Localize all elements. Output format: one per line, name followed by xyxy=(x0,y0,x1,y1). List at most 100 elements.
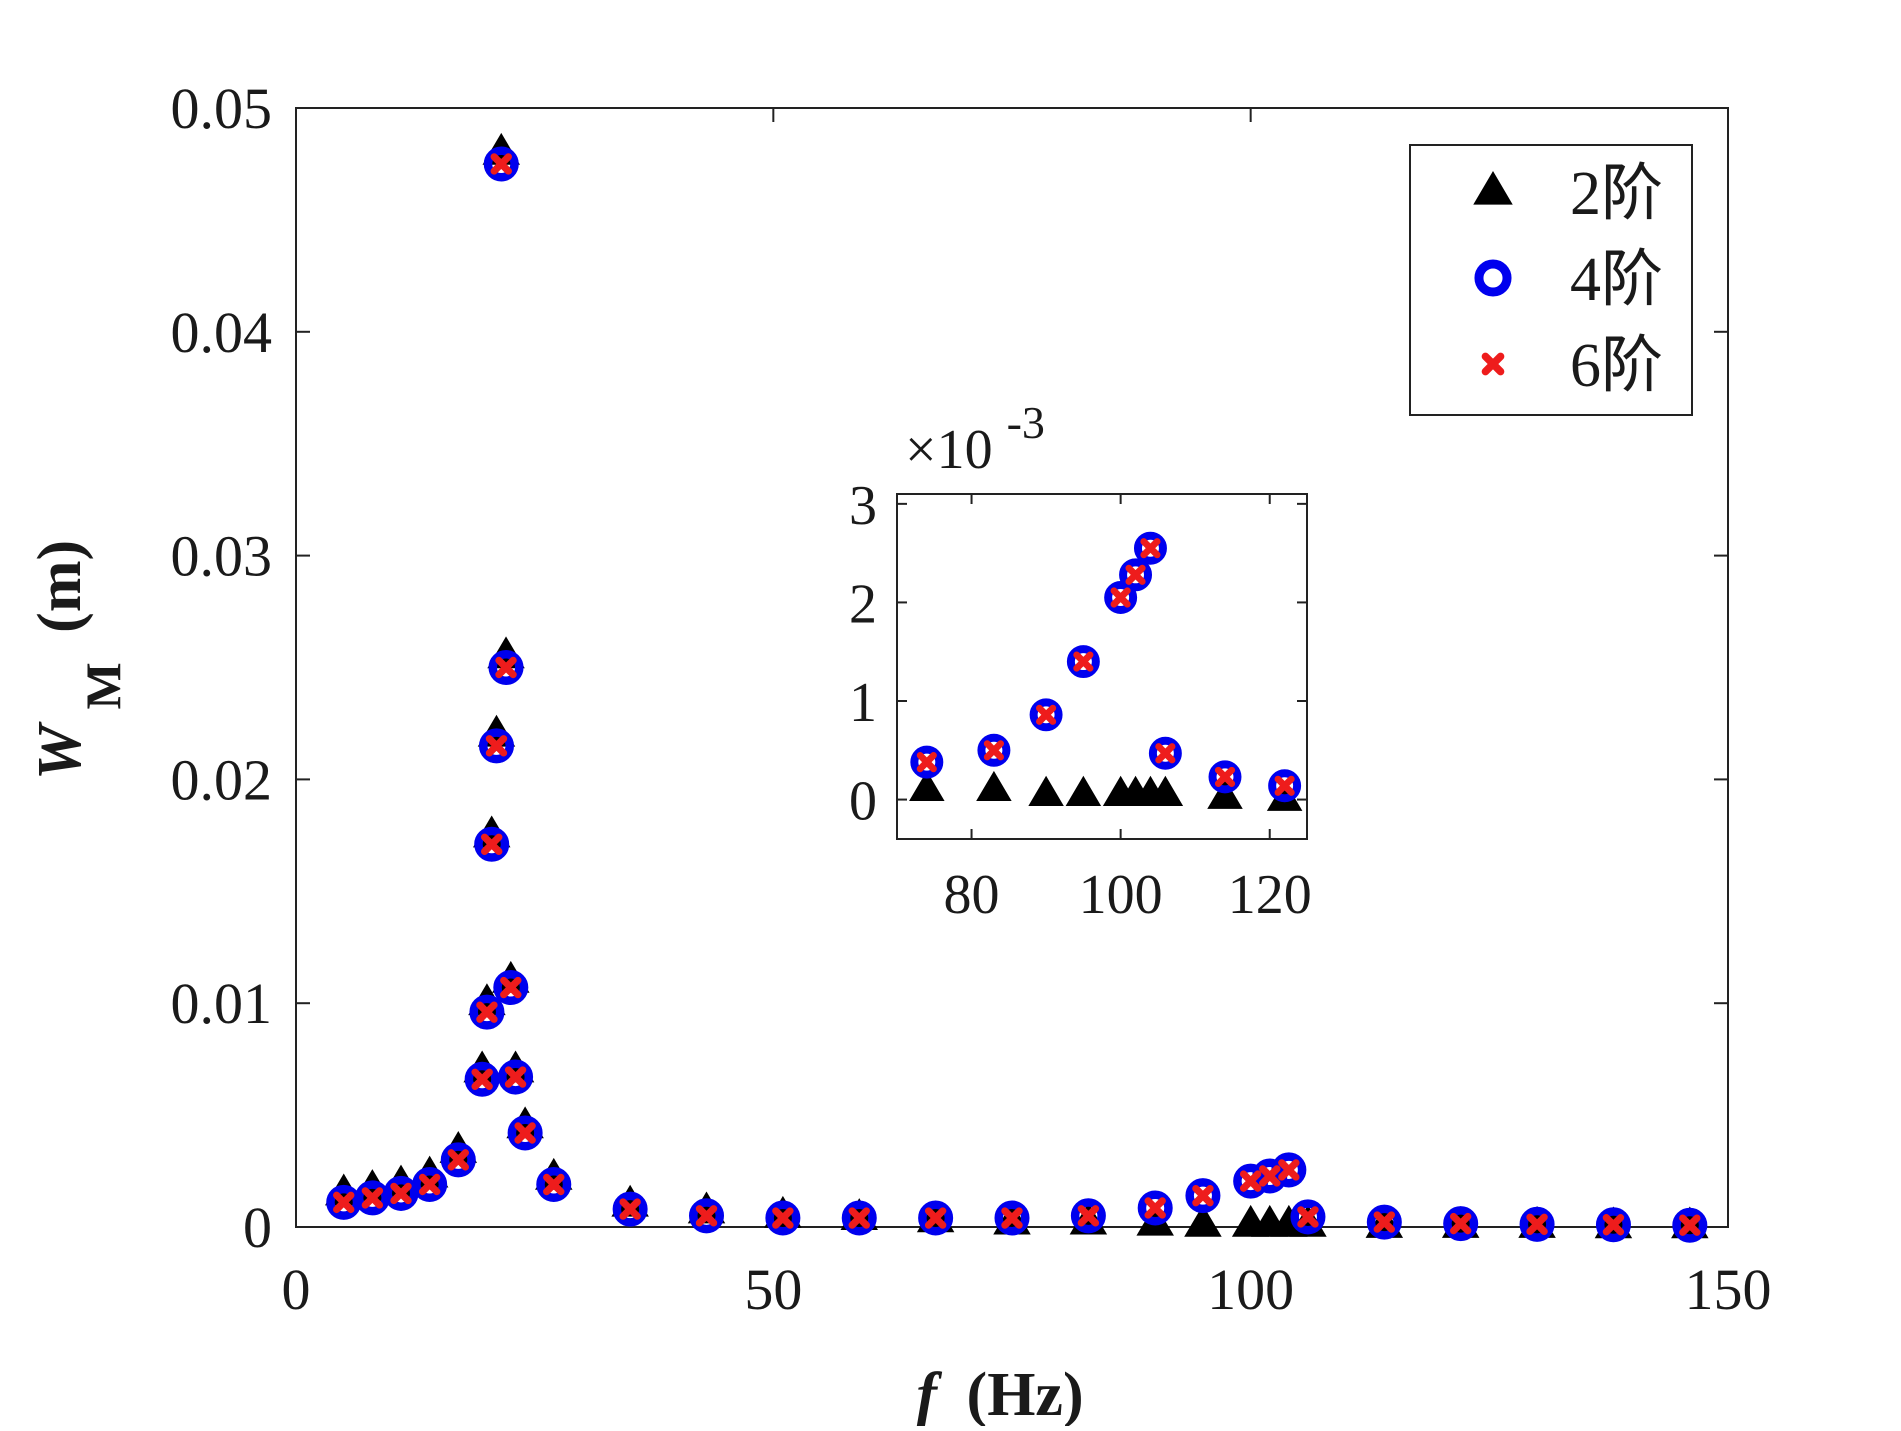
inset-series-2--point-2-shape xyxy=(1028,775,1064,806)
y-axis-title-sub: M xyxy=(75,662,131,709)
inset-series-4--point-5 xyxy=(1119,558,1153,592)
main-series-4--point-30 xyxy=(1519,1206,1555,1242)
inset-series-2--point-1-shape xyxy=(976,770,1012,802)
main-series-4--point-20 xyxy=(994,1200,1030,1236)
main-series-6--point-25-shape xyxy=(1259,1165,1281,1187)
inset-series-4--point-1 xyxy=(977,733,1011,767)
main-series-6- xyxy=(333,153,1701,1236)
main-series-6--point-9-shape xyxy=(490,153,512,175)
legend-label-2-: 2阶 xyxy=(1570,160,1663,228)
inset-series-4--point-7-shape xyxy=(1148,736,1182,770)
main-series-6--point-29 xyxy=(1449,1212,1472,1235)
main-xtick-label-0: 0 xyxy=(282,1257,311,1322)
main-series-6--point-27 xyxy=(1297,1206,1319,1228)
inset-series-4--point-0 xyxy=(910,745,944,779)
inset-series-4- xyxy=(910,531,1302,803)
main-series-4--point-7 xyxy=(474,826,510,862)
inset-series-2--point-3 xyxy=(1065,775,1102,806)
main-series-6--point-6 xyxy=(476,1001,498,1023)
main-series-4--point-31 xyxy=(1595,1207,1631,1243)
main-series-4--point-22 xyxy=(1137,1190,1173,1226)
main-series-6--point-2-shape xyxy=(390,1182,412,1205)
inset-exponent: ×10 -3 xyxy=(905,397,1045,481)
main-series-4--point-23-shape xyxy=(1185,1178,1221,1214)
main-series-6--point-14-shape xyxy=(543,1173,565,1196)
main-series-4--point-11-shape xyxy=(493,970,529,1006)
main-series-2--point-23 xyxy=(1184,1204,1222,1237)
inset-ytick-label-1: 1 xyxy=(849,672,877,734)
main-series-4--point-16-shape xyxy=(688,1198,725,1234)
inset-series-4--point-4-shape xyxy=(1104,581,1138,614)
y-axis-title: W M (m) xyxy=(26,540,134,780)
inset-series-4--point-4 xyxy=(1104,581,1138,614)
main-series-6--point-7-shape xyxy=(480,833,503,856)
main-series-6--point-10 xyxy=(495,656,517,679)
inset-series-6--point-9-shape xyxy=(1274,775,1295,796)
inset-series-4--point-5-shape xyxy=(1119,558,1153,592)
x-axis-title-var: f xyxy=(916,1361,942,1426)
main-series-4--point-18-shape xyxy=(841,1200,877,1236)
main-series-2--point-23-shape xyxy=(1184,1204,1222,1237)
main-series-6--point-8 xyxy=(485,735,508,757)
main-series-4--point-14 xyxy=(536,1166,572,1202)
main-series-4--point-15-shape xyxy=(612,1191,648,1227)
inset-ytick-label-2: 2 xyxy=(849,573,877,635)
inset-series-4--point-3-shape xyxy=(1066,645,1100,679)
main-series-6--point-15-shape xyxy=(619,1198,641,1220)
main-series-6--point-13-shape xyxy=(514,1122,536,1144)
main-series-6--point-15 xyxy=(619,1198,641,1220)
main-series-4--point-3-shape xyxy=(412,1166,448,1202)
main-series-4--point-8-shape xyxy=(478,728,514,764)
main-series-6--point-18 xyxy=(848,1207,870,1229)
main-series-6--point-7 xyxy=(480,833,503,856)
main-xtick-label-3: 150 xyxy=(1685,1257,1772,1322)
x-axis-title: f (Hz) xyxy=(916,1361,1083,1426)
main-series-4--point-27-shape xyxy=(1290,1199,1326,1235)
inset-series-6--point-9 xyxy=(1274,775,1295,796)
main-series-4--point-5 xyxy=(464,1061,500,1097)
main-series-6--point-30 xyxy=(1526,1213,1548,1236)
main-series-4--point-28-shape xyxy=(1366,1204,1402,1240)
main-series-4--point-31-shape xyxy=(1595,1207,1631,1243)
main-series-4--point-29-shape xyxy=(1443,1206,1479,1242)
inset-series-4--point-2-shape xyxy=(1029,698,1063,732)
main-series-6--point-0 xyxy=(333,1191,355,1214)
main-xtick-label-2: 100 xyxy=(1207,1257,1294,1322)
inset-series-6--point-7-shape xyxy=(1155,743,1176,764)
main-series-6--point-8-shape xyxy=(485,735,508,757)
inset-series-6--point-1 xyxy=(983,740,1004,761)
main-series-4--point-17-shape xyxy=(765,1200,801,1236)
main-series-4--point-17 xyxy=(765,1200,801,1236)
main-series-6--point-25 xyxy=(1259,1165,1281,1187)
y-axis-title-var: W xyxy=(26,721,94,780)
inset-series-6--point-5-shape xyxy=(1125,564,1146,585)
inset-series-6--point-5 xyxy=(1125,564,1146,585)
inset-series-6--point-8-shape xyxy=(1214,766,1236,787)
inset-series-6--point-7 xyxy=(1155,743,1176,764)
main-series-6--point-21-shape xyxy=(1077,1205,1100,1227)
legend: 2阶 4阶 6阶 xyxy=(1409,144,1693,416)
legend-marker-6- xyxy=(1481,352,1505,376)
main-series-4--point-6-shape xyxy=(469,994,505,1030)
legend-marker-2--shape xyxy=(1473,171,1513,205)
main-series-4--point-14-shape xyxy=(536,1166,572,1202)
main-series-6--point-28-shape xyxy=(1373,1211,1396,1233)
inset-series-2--point-7 xyxy=(1147,775,1184,806)
main-series-4--point-30-shape xyxy=(1519,1206,1555,1242)
main-series-6--point-12-shape xyxy=(504,1066,527,1088)
legend-marker-4--shape xyxy=(1474,259,1512,297)
main-series-4--point-4-shape xyxy=(440,1142,476,1178)
main-series-6--point-18-shape xyxy=(848,1207,870,1229)
main-series-6--point-3 xyxy=(418,1173,441,1196)
main-series-6--point-21 xyxy=(1077,1205,1100,1227)
inset-series-2--point-8-shape xyxy=(1207,778,1243,809)
inset-ytick-label-0: 0 xyxy=(849,771,877,833)
inset-series-2--point-2 xyxy=(1028,775,1064,806)
inset-series-4--point-0-shape xyxy=(910,745,944,779)
main-series-6--point-31 xyxy=(1602,1214,1625,1236)
main-series-4--point-3 xyxy=(412,1166,448,1202)
inset-series-6--point-8 xyxy=(1214,766,1236,787)
main-series-4--point-28 xyxy=(1366,1204,1402,1240)
main-series-6--point-26 xyxy=(1278,1159,1300,1181)
main-series-4--point-32-shape xyxy=(1672,1207,1708,1243)
